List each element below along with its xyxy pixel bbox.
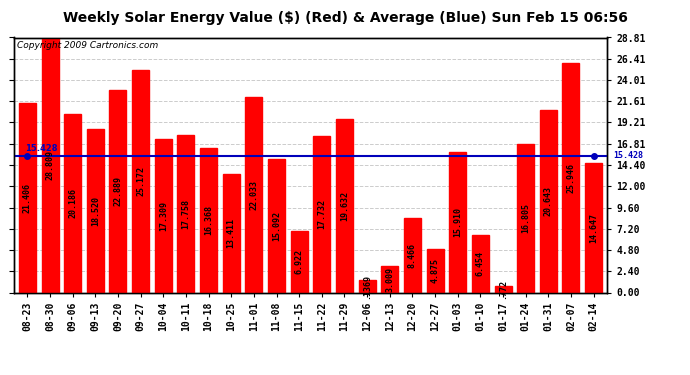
Bar [290, 231, 308, 292]
Bar [472, 236, 489, 292]
Text: 15.428: 15.428 [613, 152, 643, 160]
Text: 17.309: 17.309 [159, 201, 168, 231]
Text: 19.632: 19.632 [340, 190, 349, 220]
Text: Weekly Solar Energy Value ($) (Red) & Average (Blue) Sun Feb 15 06:56: Weekly Solar Energy Value ($) (Red) & Av… [63, 11, 627, 25]
Text: .1369: .1369 [363, 274, 372, 299]
Text: 6.922: 6.922 [295, 249, 304, 274]
Bar [155, 139, 172, 292]
Text: 4.875: 4.875 [431, 258, 440, 284]
Text: 25.946: 25.946 [566, 163, 575, 193]
Bar [518, 144, 534, 292]
Bar [359, 280, 375, 292]
Text: 18.520: 18.520 [91, 195, 100, 225]
Bar [495, 286, 511, 292]
Text: 22.033: 22.033 [249, 180, 258, 210]
Bar [585, 163, 602, 292]
Bar [110, 90, 126, 292]
Text: 14.647: 14.647 [589, 213, 598, 243]
Text: 20.643: 20.643 [544, 186, 553, 216]
Text: 15.910: 15.910 [453, 207, 462, 237]
Text: 21.406: 21.406 [23, 183, 32, 213]
Bar [64, 114, 81, 292]
Text: 20.186: 20.186 [68, 188, 77, 218]
Bar [246, 98, 262, 292]
Bar [200, 148, 217, 292]
Bar [41, 38, 59, 292]
Bar [177, 135, 195, 292]
Bar [132, 70, 149, 292]
Text: 15.092: 15.092 [272, 211, 281, 241]
Bar [404, 217, 421, 292]
Text: .772: .772 [498, 279, 508, 299]
Text: 25.172: 25.172 [136, 166, 145, 196]
Bar [223, 174, 239, 292]
Text: 17.732: 17.732 [317, 199, 326, 229]
Bar [336, 119, 353, 292]
Text: Copyright 2009 Cartronics.com: Copyright 2009 Cartronics.com [17, 41, 158, 50]
Bar [19, 103, 36, 292]
Text: 28.809: 28.809 [46, 150, 55, 180]
Bar [449, 152, 466, 292]
Bar [382, 266, 398, 292]
Text: 22.889: 22.889 [113, 176, 123, 206]
Text: 3.009: 3.009 [385, 267, 394, 292]
Bar [87, 129, 104, 292]
Text: 16.368: 16.368 [204, 205, 213, 235]
Bar [562, 63, 580, 292]
Text: 6.454: 6.454 [476, 252, 485, 276]
Bar [540, 110, 557, 292]
Text: 17.758: 17.758 [181, 199, 190, 229]
Text: 8.466: 8.466 [408, 243, 417, 267]
Bar [313, 135, 331, 292]
Text: 15.428: 15.428 [25, 144, 58, 153]
Text: 13.411: 13.411 [227, 218, 236, 248]
Bar [268, 159, 285, 292]
Text: 16.805: 16.805 [521, 203, 530, 233]
Bar [426, 249, 444, 292]
